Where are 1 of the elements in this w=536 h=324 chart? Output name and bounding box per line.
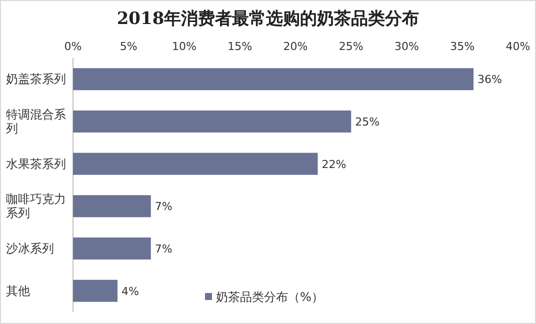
title: 2018年消费者最常选购的奶茶品类分布: [116, 9, 420, 29]
